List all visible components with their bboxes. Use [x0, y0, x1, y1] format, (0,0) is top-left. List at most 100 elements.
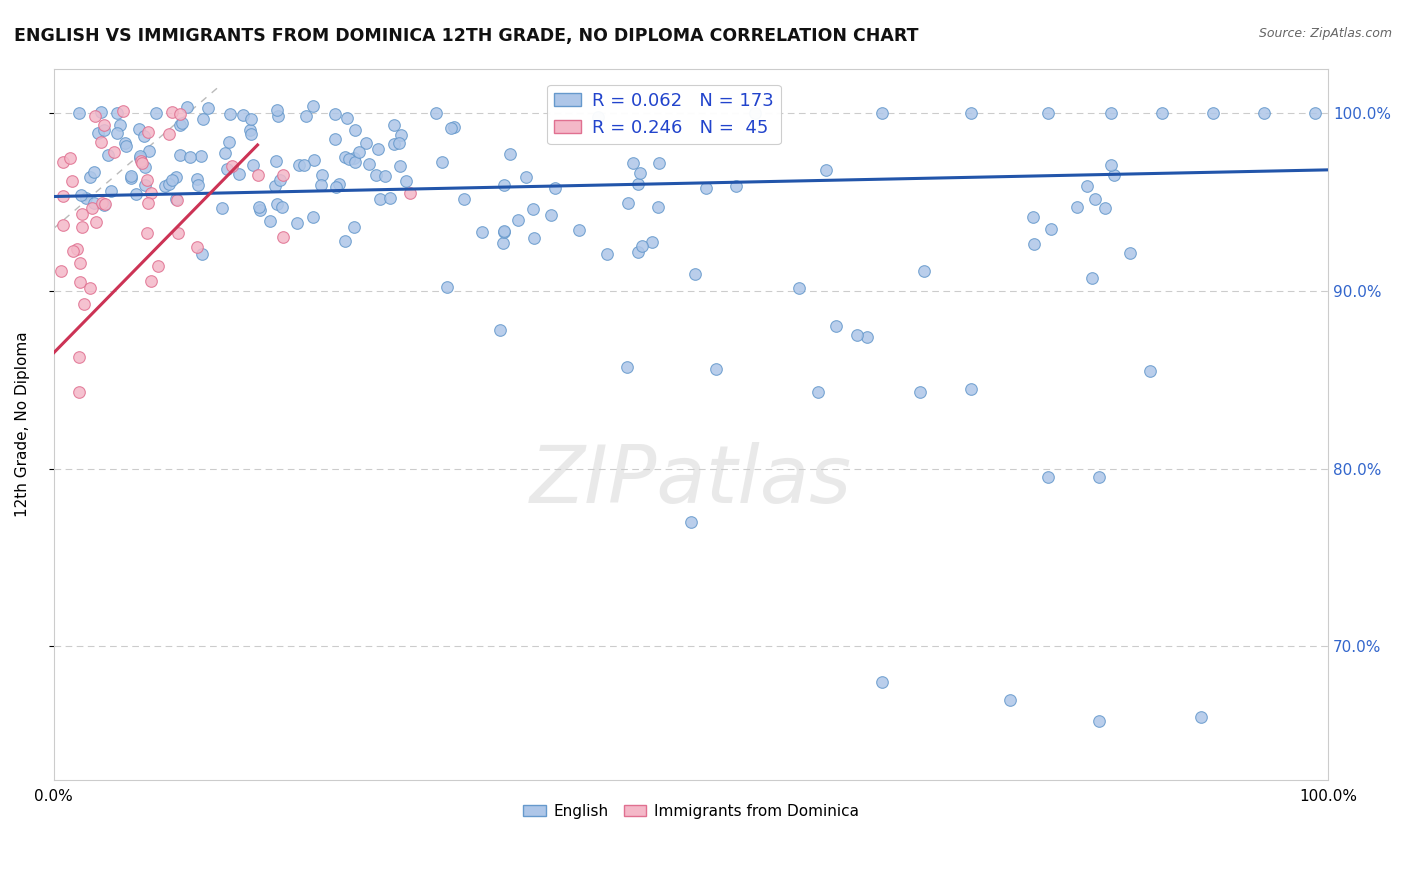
Point	[167, 226, 190, 240]
Point	[1087, 470, 1109, 484]
Point	[69, 255, 91, 269]
Point	[1081, 271, 1104, 285]
Point	[641, 235, 664, 249]
Point	[67, 385, 90, 400]
Point	[1102, 168, 1125, 182]
Point	[824, 318, 846, 333]
Point	[160, 173, 183, 187]
Point	[1152, 106, 1174, 120]
Point	[193, 112, 215, 126]
Point	[506, 213, 529, 227]
Point	[617, 195, 640, 210]
Point	[285, 216, 308, 230]
Point	[325, 180, 347, 194]
Point	[586, 110, 609, 124]
Point	[343, 151, 366, 165]
Point	[302, 153, 325, 168]
Point	[93, 122, 115, 136]
Point	[264, 153, 287, 168]
Point	[1253, 106, 1275, 120]
Point	[172, 116, 194, 130]
Point	[287, 158, 309, 172]
Point	[870, 106, 893, 120]
Point	[93, 118, 115, 132]
Point	[1021, 210, 1043, 224]
Point	[70, 188, 93, 202]
Point	[197, 101, 219, 115]
Point	[134, 160, 156, 174]
Point	[52, 154, 75, 169]
Point	[221, 159, 243, 173]
Point	[1101, 159, 1123, 173]
Point	[79, 281, 101, 295]
Point	[72, 220, 94, 235]
Point	[75, 191, 97, 205]
Point	[271, 230, 294, 244]
Point	[105, 106, 128, 120]
Point	[58, 151, 80, 165]
Point	[1087, 714, 1109, 728]
Point	[238, 123, 260, 137]
Point	[540, 208, 562, 222]
Point	[90, 135, 112, 149]
Point	[108, 118, 131, 132]
Point	[120, 170, 142, 185]
Point	[856, 330, 879, 344]
Point	[129, 153, 152, 168]
Point	[83, 109, 105, 123]
Point	[302, 98, 325, 112]
Point	[343, 154, 366, 169]
Point	[186, 171, 208, 186]
Point	[49, 264, 72, 278]
Point	[186, 240, 208, 254]
Point	[628, 166, 651, 180]
Point	[249, 202, 271, 217]
Point	[1119, 246, 1142, 260]
Point	[120, 169, 142, 183]
Point	[62, 244, 84, 258]
Point	[138, 144, 160, 158]
Point	[388, 136, 411, 151]
Point	[499, 147, 522, 161]
Point	[132, 128, 155, 143]
Point	[370, 192, 392, 206]
Point	[815, 163, 838, 178]
Point	[395, 174, 418, 188]
Point	[323, 107, 346, 121]
Point	[141, 274, 163, 288]
Point	[301, 211, 323, 225]
Point	[706, 362, 728, 376]
Point	[67, 350, 90, 364]
Point	[1076, 178, 1098, 193]
Point	[83, 165, 105, 179]
Point	[157, 177, 180, 191]
Point	[336, 111, 359, 125]
Point	[357, 157, 380, 171]
Point	[627, 244, 650, 259]
Point	[242, 158, 264, 172]
Point	[912, 263, 935, 277]
Point	[333, 150, 356, 164]
Point	[87, 126, 110, 140]
Text: ZIPatlas: ZIPatlas	[530, 442, 852, 520]
Point	[214, 146, 236, 161]
Point	[271, 168, 294, 182]
Point	[124, 186, 146, 201]
Point	[679, 515, 702, 529]
Point	[83, 195, 105, 210]
Legend: English, Immigrants from Dominica: English, Immigrants from Dominica	[516, 798, 865, 825]
Point	[492, 178, 515, 193]
Point	[146, 259, 169, 273]
Point	[1094, 201, 1116, 215]
Point	[269, 173, 291, 187]
Point	[187, 178, 209, 193]
Point	[744, 106, 766, 120]
Point	[84, 215, 107, 229]
Point	[1305, 106, 1327, 120]
Point	[165, 192, 187, 206]
Point	[389, 128, 412, 142]
Point	[128, 121, 150, 136]
Point	[845, 328, 868, 343]
Point	[90, 104, 112, 119]
Point	[494, 224, 516, 238]
